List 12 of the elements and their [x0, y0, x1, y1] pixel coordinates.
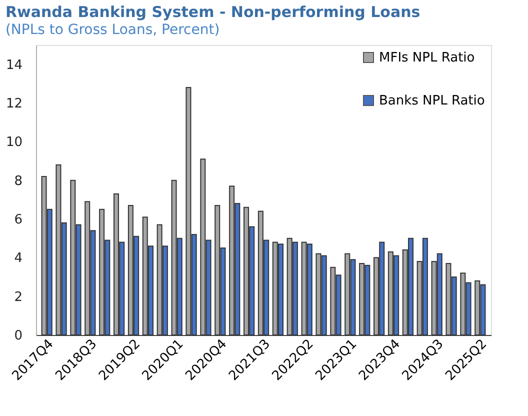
chart-title: Rwanda Banking System - Non-performing Loans — [5, 3, 420, 21]
legend-label: MFIs NPL Ratio — [379, 50, 475, 66]
y-tick-label: 0 — [14, 328, 22, 344]
y-tick-label: 10 — [6, 135, 22, 150]
chart-subtitle: (NPLs to Gross Loans, Percent) — [5, 22, 220, 38]
y-tick-label: 14 — [6, 58, 22, 73]
y-tick-label: 4 — [14, 251, 22, 266]
y-tick-label: 8 — [14, 174, 22, 189]
y-tick-label: 2 — [14, 290, 22, 305]
y-tick-label: 12 — [6, 96, 22, 112]
y-tick-label: 6 — [14, 212, 22, 228]
legend-label: Banks NPL Ratio — [379, 94, 485, 108]
